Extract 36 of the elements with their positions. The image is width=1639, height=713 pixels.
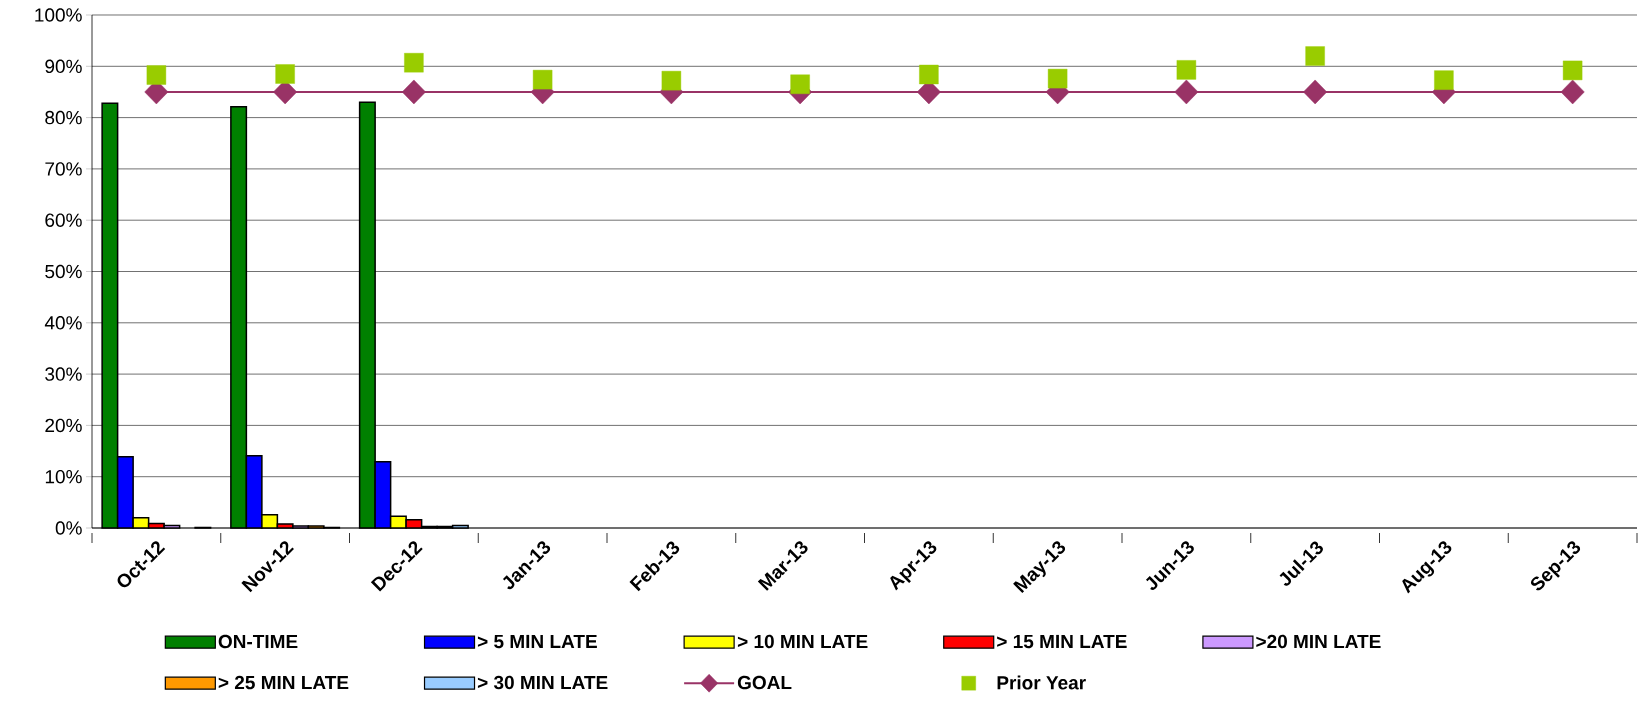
legend-label: > 10 MIN LATE — [737, 634, 868, 649]
point — [1047, 68, 1068, 89]
y-tick-label: 100% — [35, 8, 82, 22]
point — [1560, 79, 1585, 105]
y-tick-label: 40% — [44, 316, 82, 330]
y-tick-label: 80% — [45, 110, 82, 125]
point — [1303, 79, 1328, 105]
point — [1562, 60, 1583, 81]
point — [1434, 70, 1454, 90]
y-tick-label: 20% — [45, 418, 82, 433]
legend-label: > 15 MIN LATE — [997, 634, 1127, 649]
point — [532, 69, 553, 90]
point — [404, 53, 424, 73]
legend-label: ON-TIME — [218, 634, 298, 649]
y-tick-label: 60% — [45, 213, 82, 227]
point — [1174, 79, 1199, 105]
y-tick-label: 30% — [45, 367, 82, 381]
point — [919, 64, 939, 85]
y-tick-label: 0% — [55, 521, 82, 535]
point — [1305, 46, 1325, 66]
y-tick-label: 10% — [45, 469, 82, 484]
point — [1176, 60, 1197, 80]
point — [790, 74, 810, 94]
point — [146, 65, 167, 85]
legend-label: GOAL — [737, 675, 792, 690]
point — [401, 79, 426, 105]
legend-label: > 5 MIN LATE — [477, 634, 597, 649]
y-tick-label: 50% — [45, 264, 82, 279]
point — [275, 64, 295, 84]
legend-label: Prior Year — [997, 675, 1086, 690]
point — [661, 70, 682, 91]
y-tick-label: 70% — [45, 162, 82, 176]
y-tick-label: 90% — [45, 59, 82, 74]
legend-label: > 30 MIN LATE — [477, 675, 608, 690]
legend-label: >20 MIN LATE — [1256, 634, 1381, 649]
legend-label: > 25 MIN LATE — [218, 675, 349, 690]
